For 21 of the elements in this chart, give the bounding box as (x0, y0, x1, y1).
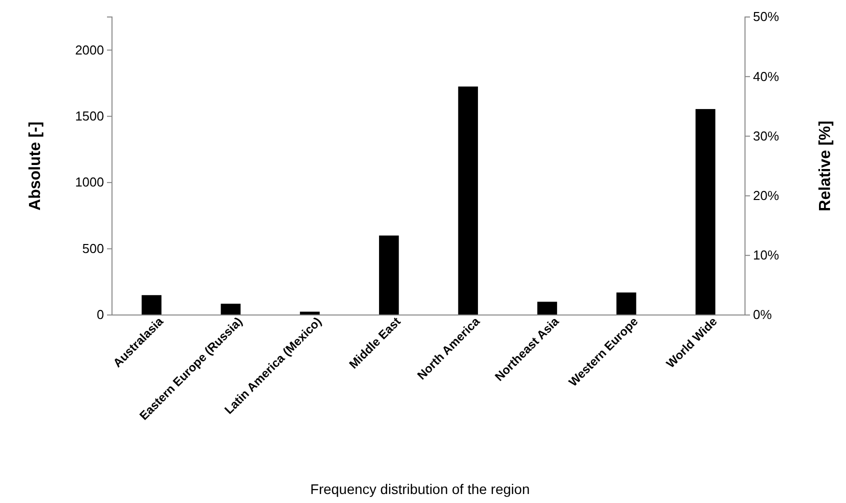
y2-axis-title: Relative [%] (817, 120, 834, 212)
y2-tick-label: 10% (753, 248, 780, 263)
y2-tick-label: 50% (753, 9, 780, 24)
y-tick-label: 0 (96, 307, 104, 322)
y2-tick-label: 30% (753, 128, 780, 144)
y-tick-label: 1500 (75, 108, 104, 124)
text: Frequency distribution of the region (310, 481, 530, 497)
y2-tick-label: 20% (753, 188, 780, 203)
bar (220, 304, 241, 315)
bar (616, 292, 636, 315)
bar (696, 109, 716, 315)
y-tick-label: 1000 (75, 174, 104, 190)
y2-tick-label: 40% (753, 68, 780, 84)
bar (458, 86, 478, 315)
bar (379, 236, 399, 315)
y-tick-label: 2000 (75, 42, 104, 58)
y-tick-label: 500 (82, 240, 104, 256)
bar (142, 295, 162, 315)
bar (537, 302, 558, 315)
y2-tick-label: 0% (753, 307, 772, 322)
y-axis-title: Absolute [-] (27, 122, 44, 210)
